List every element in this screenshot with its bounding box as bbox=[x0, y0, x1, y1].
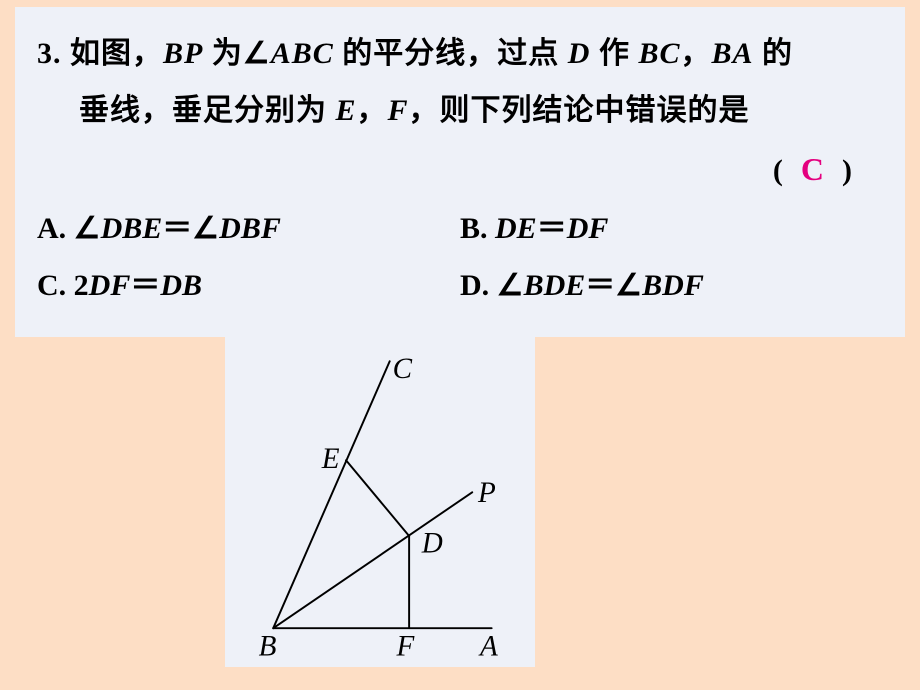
svg-text:F: F bbox=[396, 630, 416, 662]
paren-open: ( bbox=[773, 154, 784, 187]
option-b-text: DE＝DF bbox=[495, 212, 608, 245]
svg-text:E: E bbox=[321, 443, 340, 475]
option-c-text: 2DF＝DB bbox=[74, 269, 202, 302]
question-line-1: 3. 如图，BP 为∠ABC 的平分线，过点 D 作 BC，BA 的 bbox=[37, 25, 883, 82]
paren-close: ) bbox=[842, 154, 853, 187]
option-a: A. ∠DBE＝∠DBF bbox=[37, 200, 460, 257]
svg-text:C: C bbox=[393, 353, 413, 385]
option-d: D. ∠BDE＝∠BDF bbox=[460, 257, 883, 314]
option-a-text: ∠DBE＝∠DBF bbox=[74, 212, 281, 245]
option-d-text: ∠BDE＝∠BDF bbox=[497, 269, 704, 302]
geometry-figure: B A F D P E C bbox=[225, 337, 535, 667]
answer-line: ( C ) bbox=[37, 139, 883, 200]
svg-text:B: B bbox=[259, 630, 277, 662]
question-text-1: 如图，BP 为∠ABC 的平分线，过点 D 作 BC，BA 的 bbox=[70, 37, 793, 70]
figure-svg: B A F D P E C bbox=[225, 337, 535, 667]
svg-text:D: D bbox=[421, 527, 443, 559]
question-line-2: 垂线，垂足分别为 E，F，则下列结论中错误的是 bbox=[37, 82, 883, 139]
question-text-2: 垂线，垂足分别为 E，F，则下列结论中错误的是 bbox=[79, 94, 750, 127]
option-c: C. 2DF＝DB bbox=[37, 257, 460, 314]
option-c-label: C. bbox=[37, 269, 66, 302]
option-a-label: A. bbox=[37, 212, 66, 245]
options-grid: A. ∠DBE＝∠DBF B. DE＝DF C. 2DF＝DB D. ∠BDE＝… bbox=[37, 200, 883, 314]
svg-text:P: P bbox=[477, 477, 496, 509]
answer-letter: C bbox=[801, 151, 825, 187]
option-b: B. DE＝DF bbox=[460, 200, 883, 257]
option-d-label: D. bbox=[460, 269, 489, 302]
option-b-label: B. bbox=[460, 212, 488, 245]
question-number: 3. bbox=[37, 37, 62, 70]
svg-text:A: A bbox=[478, 630, 498, 662]
question-panel: 3. 如图，BP 为∠ABC 的平分线，过点 D 作 BC，BA 的 垂线，垂足… bbox=[15, 7, 905, 337]
